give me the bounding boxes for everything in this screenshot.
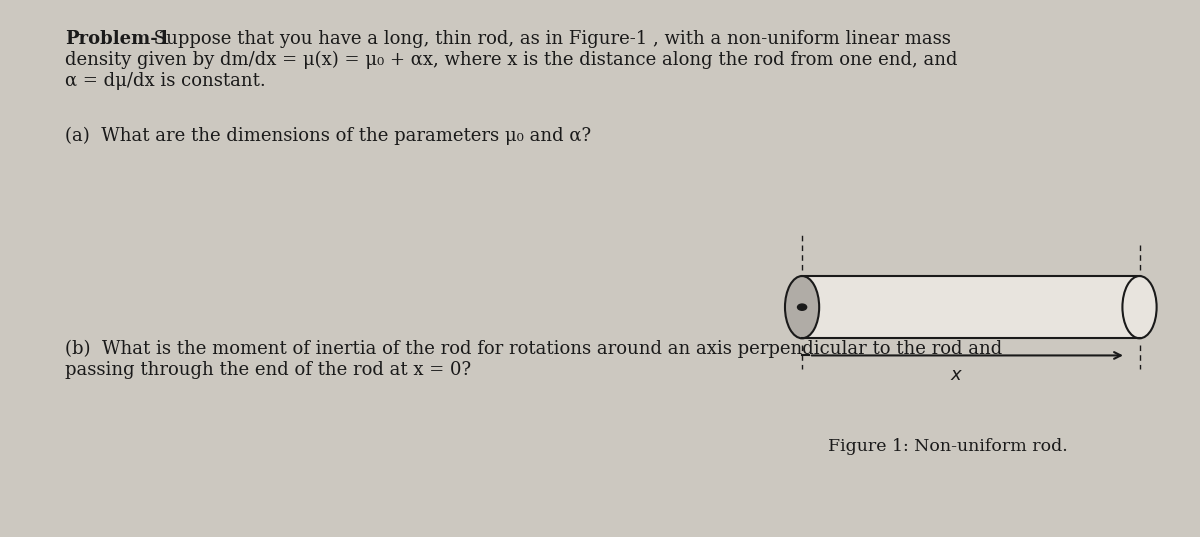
Text: Suppose that you have a long, thin rod, as in Figure-1 , with a non-uniform line: Suppose that you have a long, thin rod, … bbox=[148, 30, 950, 48]
Ellipse shape bbox=[785, 276, 820, 338]
Text: Problem-1: Problem-1 bbox=[65, 30, 170, 48]
Text: Figure 1: Non-uniform rod.: Figure 1: Non-uniform rod. bbox=[828, 438, 1068, 455]
Text: α = dμ/dx is constant.: α = dμ/dx is constant. bbox=[65, 72, 265, 90]
Text: (a)  What are the dimensions of the parameters μ₀ and α?: (a) What are the dimensions of the param… bbox=[65, 127, 592, 145]
Text: $x$: $x$ bbox=[950, 366, 964, 384]
Text: (b)  What is the moment of inertia of the rod for rotations around an axis perpe: (b) What is the moment of inertia of the… bbox=[65, 340, 1002, 358]
Ellipse shape bbox=[1122, 276, 1157, 338]
Bar bbox=[802, 276, 1140, 338]
Text: passing through the end of the rod at x = 0?: passing through the end of the rod at x … bbox=[65, 361, 472, 379]
Circle shape bbox=[798, 304, 806, 310]
Text: density given by dm/dx = μ(x) = μ₀ + αx, where x is the distance along the rod f: density given by dm/dx = μ(x) = μ₀ + αx,… bbox=[65, 51, 958, 69]
